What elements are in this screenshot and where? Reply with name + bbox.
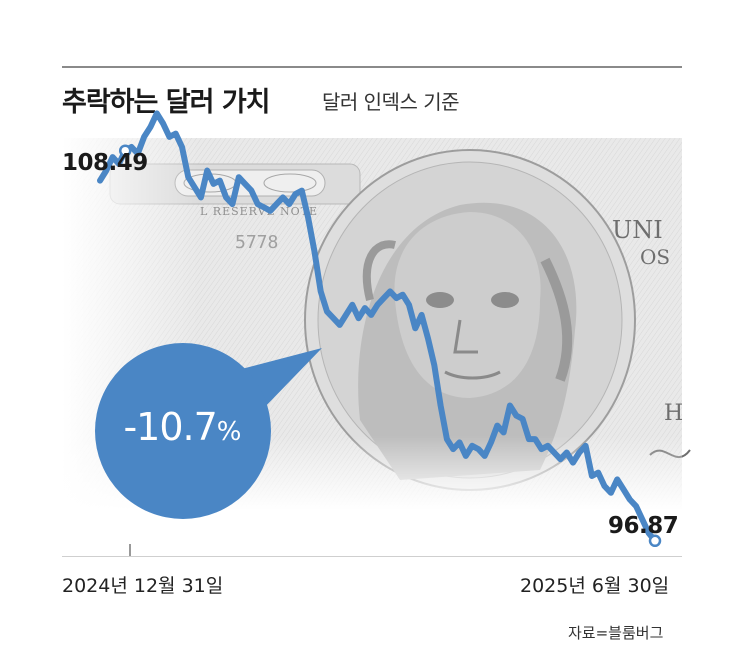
change-callout-bubble: [95, 343, 322, 519]
end-point-marker: [648, 534, 662, 548]
source-credit: 자료=블룸버그: [568, 624, 664, 642]
top-rule: [62, 66, 682, 68]
change-callout-text: -10.7%: [96, 405, 268, 449]
change-callout-unit: %: [216, 417, 242, 447]
change-callout-value: -10.7: [123, 405, 217, 449]
x-axis-end-date: 2025년 6월 30일: [520, 575, 670, 597]
chart-title: 추락하는 달러 가치: [62, 87, 271, 118]
start-point-marker: [118, 144, 132, 157]
chart-subtitle: 달러 인덱스 기준: [322, 90, 460, 114]
dollar-index-line: [97, 110, 658, 544]
end-value-label: 96.87: [608, 513, 679, 539]
x-axis-start-date: 2024년 12월 31일: [62, 575, 224, 597]
start-value-label: 108.49: [62, 150, 148, 176]
baseline-rule: [62, 556, 682, 557]
